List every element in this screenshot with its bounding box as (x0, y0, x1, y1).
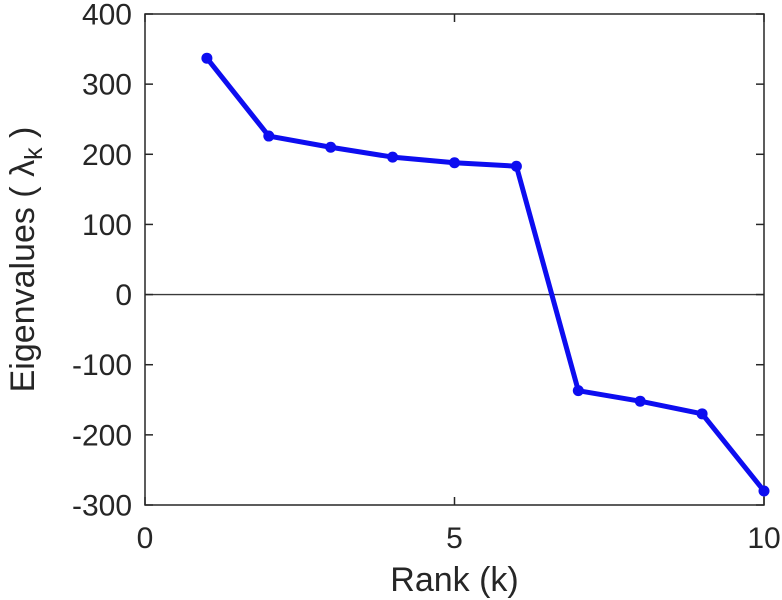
y-tick-label: 100 (82, 209, 132, 242)
x-tick-labels: 0 5 10 (137, 522, 781, 555)
data-point (449, 157, 460, 169)
y-tick-label: -200 (72, 419, 132, 452)
data-point (572, 385, 584, 397)
data-point (758, 485, 770, 497)
y-tick-label: 200 (82, 139, 132, 172)
data-line (204, 55, 767, 494)
data-point (263, 130, 275, 142)
y-tick-label: 300 (82, 69, 132, 102)
data-point (201, 52, 213, 64)
x-tick-label: 0 (137, 522, 154, 555)
y-tick-label: 400 (82, 0, 132, 32)
data-point (510, 160, 522, 172)
y-axis-label: Eigenvalues ( λk ) (4, 127, 48, 393)
data-point (387, 151, 399, 163)
x-tick-label: 5 (446, 522, 463, 555)
plot-box (144, 13, 765, 506)
y-tick-labels: 400 300 200 100 0 -100 -200 -300 (72, 0, 132, 523)
data-point (634, 395, 646, 407)
x-tick-label: 10 (747, 522, 780, 555)
axis-ticks (144, 13, 765, 506)
y-tick-label: 0 (115, 279, 132, 312)
y-tick-label: -300 (72, 490, 132, 523)
data-point (696, 408, 708, 420)
data-markers (201, 52, 770, 497)
x-axis-label: Rank (k) (390, 561, 518, 599)
data-point (325, 141, 337, 153)
y-tick-label: -100 (72, 349, 132, 382)
